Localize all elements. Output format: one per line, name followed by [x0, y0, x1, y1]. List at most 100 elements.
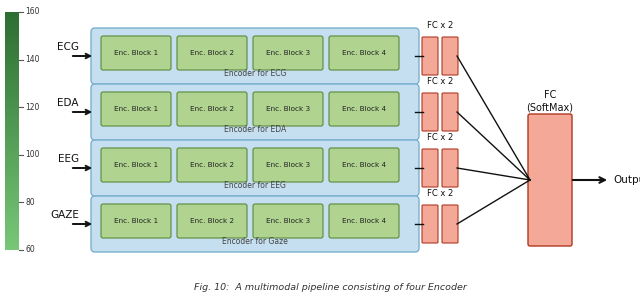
Bar	[5, 205, 19, 206]
Bar	[5, 75, 19, 76]
Text: FC x 2: FC x 2	[427, 189, 453, 198]
Bar	[5, 153, 19, 154]
Bar	[5, 157, 19, 158]
Bar	[5, 25, 19, 26]
Bar	[5, 165, 19, 166]
Text: 80: 80	[25, 198, 35, 207]
Bar	[5, 192, 19, 193]
Bar	[5, 183, 19, 184]
Text: Enc. Block 1: Enc. Block 1	[114, 106, 158, 112]
FancyBboxPatch shape	[442, 93, 458, 131]
Bar	[5, 180, 19, 181]
FancyBboxPatch shape	[329, 36, 399, 70]
Bar	[5, 228, 19, 229]
FancyBboxPatch shape	[442, 37, 458, 75]
Text: Enc. Block 1: Enc. Block 1	[114, 162, 158, 168]
FancyBboxPatch shape	[101, 36, 171, 70]
Bar	[5, 104, 19, 105]
Bar	[5, 83, 19, 84]
Bar	[5, 199, 19, 200]
Bar	[5, 70, 19, 71]
Bar	[5, 188, 19, 189]
Bar	[5, 44, 19, 45]
Bar	[5, 42, 19, 43]
Bar	[5, 216, 19, 217]
Bar	[5, 112, 19, 113]
FancyBboxPatch shape	[253, 204, 323, 238]
Bar	[5, 225, 19, 226]
Bar	[5, 106, 19, 107]
FancyBboxPatch shape	[91, 196, 419, 252]
Bar	[5, 220, 19, 221]
Bar	[5, 49, 19, 50]
Bar	[5, 84, 19, 85]
Bar	[5, 22, 19, 23]
Bar	[5, 175, 19, 176]
Bar	[5, 154, 19, 155]
Bar	[5, 155, 19, 156]
Bar	[5, 126, 19, 127]
Bar	[5, 145, 19, 146]
Bar	[5, 20, 19, 21]
Bar	[5, 23, 19, 24]
Bar	[5, 162, 19, 163]
Bar	[5, 19, 19, 20]
FancyBboxPatch shape	[329, 148, 399, 182]
Bar	[5, 161, 19, 162]
Bar	[5, 143, 19, 144]
Bar	[5, 114, 19, 115]
Bar	[5, 132, 19, 133]
Text: 100: 100	[25, 150, 40, 159]
Bar	[5, 240, 19, 241]
Bar	[5, 239, 19, 240]
Bar	[5, 229, 19, 230]
Text: FC x 2: FC x 2	[427, 133, 453, 142]
Bar	[5, 97, 19, 98]
Bar	[5, 141, 19, 142]
Text: FC
(SoftMax): FC (SoftMax)	[527, 90, 573, 112]
Bar	[5, 116, 19, 117]
Bar	[5, 149, 19, 150]
Bar	[5, 187, 19, 188]
Bar	[5, 247, 19, 248]
Bar	[5, 210, 19, 211]
Bar	[5, 168, 19, 169]
Bar	[5, 29, 19, 30]
Bar	[5, 152, 19, 153]
Bar	[5, 150, 19, 151]
Bar	[5, 38, 19, 39]
Bar	[5, 47, 19, 48]
Bar	[5, 211, 19, 212]
Bar	[5, 213, 19, 214]
Bar	[5, 32, 19, 33]
Text: EDA: EDA	[58, 98, 79, 108]
Text: Enc. Block 4: Enc. Block 4	[342, 218, 386, 224]
FancyBboxPatch shape	[442, 205, 458, 243]
FancyBboxPatch shape	[177, 204, 247, 238]
Text: Enc. Block 4: Enc. Block 4	[342, 106, 386, 112]
Bar	[5, 95, 19, 96]
FancyBboxPatch shape	[422, 37, 438, 75]
Bar	[5, 223, 19, 224]
FancyBboxPatch shape	[253, 148, 323, 182]
Bar	[5, 107, 19, 108]
Bar	[5, 218, 19, 219]
FancyBboxPatch shape	[91, 140, 419, 196]
Bar	[5, 140, 19, 141]
Bar	[5, 217, 19, 218]
Bar	[5, 249, 19, 250]
Bar	[5, 130, 19, 131]
Bar	[5, 110, 19, 111]
Bar	[5, 56, 19, 57]
Bar	[5, 52, 19, 53]
Bar	[5, 39, 19, 40]
Bar	[5, 186, 19, 187]
Text: Enc. Block 3: Enc. Block 3	[266, 218, 310, 224]
Bar	[5, 203, 19, 204]
Bar	[5, 115, 19, 116]
Text: Enc. Block 2: Enc. Block 2	[190, 162, 234, 168]
FancyBboxPatch shape	[91, 28, 419, 84]
Bar	[5, 98, 19, 99]
Bar	[5, 28, 19, 29]
Text: Enc. Block 3: Enc. Block 3	[266, 50, 310, 56]
